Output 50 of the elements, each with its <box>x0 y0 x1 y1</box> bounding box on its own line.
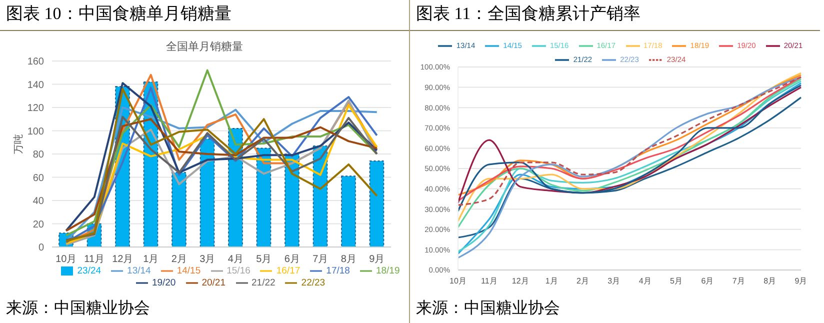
y-tick-label: 160 <box>27 56 44 68</box>
source-note: 来源：中国糖业协会 <box>6 298 150 319</box>
y-tick-label: 20 <box>32 219 44 230</box>
x-tick-label: 12月 <box>512 276 529 286</box>
x-tick-label: 10月 <box>450 276 466 286</box>
x-tick-label: 8月 <box>764 276 776 286</box>
legend-label: 20/21 <box>202 278 226 289</box>
legend-label: 23/24 <box>77 265 102 276</box>
x-tick-label: 11月 <box>481 276 498 286</box>
legend-label: 22/23 <box>301 278 326 289</box>
x-tick-label: 2月 <box>171 254 187 266</box>
x-tick-label: 3月 <box>608 276 620 286</box>
x-tick-label: 2月 <box>576 276 589 286</box>
legend-label: 18/19 <box>376 265 400 276</box>
y-tick-label: 0 <box>38 242 44 254</box>
legend-label: 17/18 <box>326 265 350 276</box>
y-tick-label: 100 <box>27 126 44 138</box>
legend-label: 13/14 <box>127 265 151 276</box>
x-tick-label: 7月 <box>732 276 745 286</box>
legend-label: 16/17 <box>276 265 300 276</box>
x-tick-label: 3月 <box>200 254 216 266</box>
legend-label: 15/16 <box>226 265 250 276</box>
legend-label: 19/20 <box>152 278 176 289</box>
x-tick-label: 1月 <box>545 276 558 286</box>
x-tick-label: 6月 <box>284 254 300 266</box>
legend-label: 14/15 <box>176 265 201 276</box>
x-tick-label: 10月 <box>56 254 77 266</box>
x-tick-label: 12月 <box>112 254 134 266</box>
x-tick-label: 11月 <box>84 254 105 266</box>
x-tick-label: 9月 <box>369 254 385 266</box>
y-tick-label: 120 <box>27 103 44 114</box>
y-tick-label: 60 <box>32 172 44 184</box>
y-tick-label: 140 <box>27 80 44 91</box>
chart-subtitle: 全国单月销糖量 <box>165 40 244 53</box>
legend-label: 21/22 <box>252 278 276 289</box>
x-tick-label: 6月 <box>701 276 714 286</box>
y-axis-title: 万吨 <box>12 134 25 154</box>
x-tick-label: 1月 <box>143 254 159 266</box>
x-tick-label: 4月 <box>228 254 244 266</box>
x-tick-label: 7月 <box>312 254 328 266</box>
chart-title: 图表 11：全国食糖累计产销率 <box>410 0 820 31</box>
x-tick-label: 8月 <box>340 254 356 266</box>
x-tick-label: 5月 <box>670 276 682 286</box>
x-tick-label: 4月 <box>638 276 652 286</box>
y-tick-label: 40 <box>32 196 44 208</box>
x-tick-label: 9月 <box>794 276 808 286</box>
y-tick-label: 80 <box>32 150 44 161</box>
chart-title: 图表 10：中国食糖单月销糖量 <box>0 0 409 31</box>
x-tick-label: 5月 <box>256 254 272 266</box>
source-note: 来源：中国糖业协会 <box>416 298 560 319</box>
